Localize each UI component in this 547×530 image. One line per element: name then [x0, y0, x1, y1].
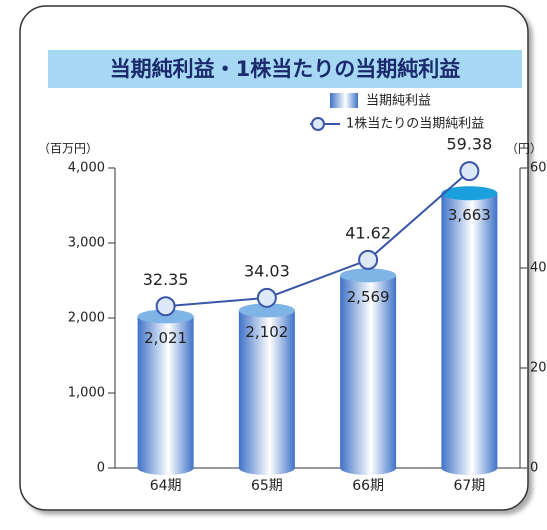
line-marker: [358, 249, 379, 270]
bar-top: [137, 309, 194, 324]
x-tick-label: 65期: [251, 478, 283, 494]
legend-swatch: [330, 93, 358, 108]
title-banner: [48, 50, 522, 88]
y2-tick-label: 40: [530, 261, 547, 276]
y-tick-label: 2,000: [68, 311, 105, 326]
bar: [137, 316, 194, 468]
line-value-label: 41.62: [345, 223, 391, 242]
y-tick-label: 3,000: [68, 236, 105, 251]
x-tick-label: 67期: [453, 478, 485, 494]
y2-tick-label: 20: [530, 361, 547, 376]
y2-tick-label: 0: [530, 461, 538, 476]
bar-value-label: 2,021: [144, 329, 187, 347]
x-tick-label: 64期: [150, 478, 182, 494]
bar-value-label: 3,663: [448, 206, 491, 224]
line-value-label: 32.35: [143, 270, 189, 289]
bar-top: [238, 303, 295, 318]
line: [165, 170, 471, 308]
bar-top: [441, 186, 498, 201]
line-marker: [256, 287, 277, 308]
y2-unit: （円）: [506, 142, 542, 156]
x-tick-label: 66期: [352, 478, 384, 494]
bar: [340, 275, 397, 468]
line-value-label: 59.38: [446, 135, 492, 154]
bar: [441, 193, 498, 468]
y-tick-label: 4,000: [68, 161, 105, 176]
line-marker: [155, 296, 176, 317]
line-marker: [459, 161, 480, 182]
y-unit: （百万円）: [38, 142, 98, 156]
legend-label: 1株当たりの当期純利益: [346, 117, 484, 132]
chart-title: 当期純利益・1株当たりの当期純利益: [110, 57, 461, 81]
line-value-label: 34.03: [244, 261, 290, 280]
bar-top: [340, 268, 397, 283]
bar-value-label: 2,102: [245, 323, 288, 341]
legend-marker: [311, 117, 325, 131]
bar-value-label: 2,569: [347, 288, 390, 306]
bar: [238, 310, 295, 468]
y-tick-label: 1,000: [68, 386, 105, 401]
y-tick-label: 0: [97, 461, 105, 476]
y2-tick-label: 60: [530, 161, 547, 176]
legend-label: 当期純利益: [366, 94, 431, 109]
